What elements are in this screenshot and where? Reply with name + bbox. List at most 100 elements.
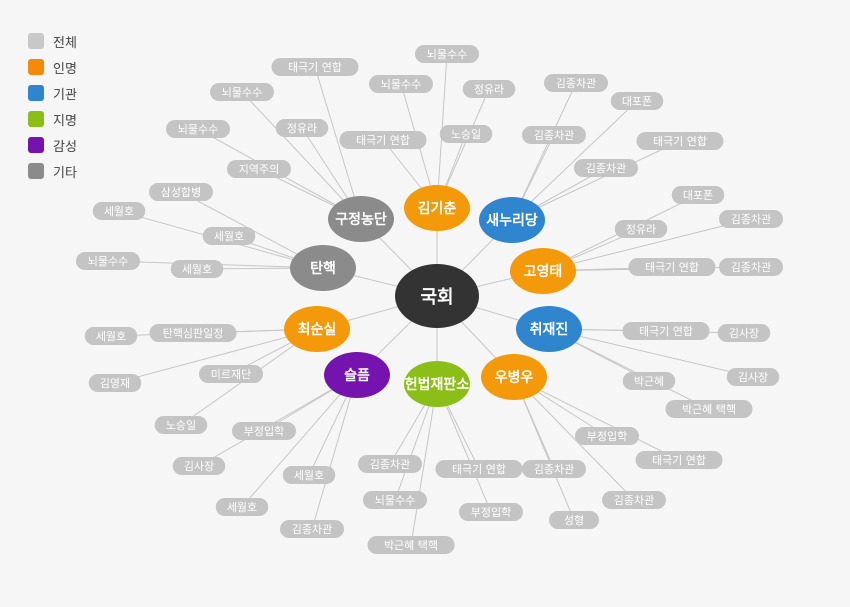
leaf-label: 태극기 연합 [288,61,342,74]
keyword-leaf-node[interactable]: 김종차관 [522,460,586,478]
keyword-leaf-node[interactable]: 세월호 [202,227,256,245]
keyword-leaf-node[interactable]: 태극기 연합 [339,131,427,149]
edge-gujeong-leaf-46 [241,91,362,220]
keyword-leaf-node[interactable]: 김사장 [717,324,771,342]
keyword-leaf-node[interactable]: 지역주의 [227,160,291,178]
leaf-label: 뇌물수수 [375,494,415,507]
root-node[interactable]: 국회 [395,264,479,328]
legend-item-other[interactable]: 기타 [28,158,77,184]
keyword-leaf-node[interactable]: 태극기 연합 [435,460,523,478]
keyword-leaf-node[interactable]: 부정입학 [459,503,523,521]
keyword-leaf-node[interactable]: 대포폰 [610,92,664,110]
hub-node-sadness[interactable]: 슬픔 [324,352,390,398]
keyword-leaf-node[interactable]: 김종차관 [602,491,666,509]
keyword-leaf-node[interactable]: 박근혜 [622,372,676,390]
leaf-pill-shape [76,252,140,270]
hub-label: 우병우 [495,369,534,386]
leaf-label: 정유라 [626,223,656,236]
legend-swatch-place [28,111,44,127]
leaf-pill-shape [149,324,237,342]
legend-item-organization[interactable]: 기관 [28,80,77,106]
hub-node-choisoonsil[interactable]: 최순실 [284,306,350,352]
keyword-leaf-node[interactable]: 세월호 [170,260,224,278]
leaf-label: 세월호 [227,501,257,514]
hub-node-woobyungwoo[interactable]: 우병우 [481,354,547,400]
leaf-label: 뇌물수수 [427,48,467,61]
keyword-leaf-node[interactable]: 뇌물수수 [166,120,230,138]
keyword-leaf-node[interactable]: 노승일 [439,125,493,143]
leaf-label: 대포폰 [622,95,652,108]
leaf-pill-shape [610,92,664,110]
legend-item-person[interactable]: 인명 [28,54,77,80]
keyword-leaf-node[interactable]: 태극기 연합 [635,451,723,469]
keyword-leaf-node[interactable]: 김사장 [172,457,226,475]
leaf-label: 김종차관 [370,458,410,471]
keyword-leaf-node[interactable]: 부정입학 [575,427,639,445]
hub-node-saenuri[interactable]: 새누리당 [479,197,545,243]
keyword-leaf-node[interactable]: 성형 [549,511,599,529]
keyword-leaf-node[interactable]: 탄핵심판일정 [149,324,237,342]
keyword-leaf-node[interactable]: 정유라 [462,80,516,98]
hub-node-chuijaejin[interactable]: 취재진 [516,306,582,352]
edge-woobyungwoo-leaf-23 [513,376,635,501]
leaf-label: 뇌물수수 [222,86,262,99]
keyword-leaf-node[interactable]: 김종차관 [719,210,783,228]
keyword-leaf-node[interactable]: 정유라 [614,220,668,238]
hub-circle [479,197,545,243]
keyword-leaf-node[interactable]: 삼성합병 [149,183,213,201]
keyword-leaf-node[interactable]: 세월호 [215,498,269,516]
keyword-leaf-node[interactable]: 김사장 [726,368,780,386]
legend-item-all[interactable]: 전체 [28,28,77,54]
keyword-leaf-node[interactable]: 대포폰 [671,186,725,204]
legend-item-sentiment[interactable]: 감성 [28,132,77,158]
keyword-leaf-node[interactable]: 부정입학 [232,422,296,440]
legend-item-place[interactable]: 지명 [28,106,77,132]
edge-woobyungwoo-leaf-24 [513,376,575,521]
hub-node-impeach[interactable]: 탄핵 [290,245,356,291]
leaf-pill-shape [339,131,427,149]
legend-label-place: 지명 [53,113,77,129]
keyword-leaf-node[interactable]: 세월호 [84,327,138,345]
hub-circle [510,248,576,294]
leaf-label: 지역주의 [239,163,279,176]
keyword-leaf-node[interactable]: 태극기 연합 [636,132,724,150]
hub-circle [290,245,356,291]
leaf-pill-shape [522,460,586,478]
keyword-leaf-node[interactable]: 김종차관 [719,258,783,276]
keyword-leaf-node[interactable]: 김종차관 [544,74,608,92]
keyword-leaf-node[interactable]: 노승일 [154,416,208,434]
keyword-leaf-node[interactable]: 김종차관 [280,520,344,538]
keyword-leaf-node[interactable]: 김종차관 [574,159,638,177]
legend-label-other: 기타 [53,165,77,181]
keyword-leaf-node[interactable]: 박근혜 택핵 [367,536,455,554]
hub-node-gujeong[interactable]: 구정농단 [328,196,394,242]
leaf-label: 부정입학 [587,430,627,443]
keyword-leaf-node[interactable]: 태극기 연합 [271,58,359,76]
keyword-leaf-node[interactable]: 뇌물수수 [369,75,433,93]
keyword-leaf-node[interactable]: 뇌물수수 [415,45,479,63]
hub-node-kimgichun[interactable]: 김기춘 [404,185,470,231]
keyword-leaf-node[interactable]: 태극기 연합 [622,322,710,340]
legend-label-sentiment: 감성 [53,139,77,155]
keyword-leaf-node[interactable]: 미르재단 [199,365,263,383]
keyword-leaf-node[interactable]: 박근혜 택핵 [665,400,753,418]
keyword-leaf-node[interactable]: 뇌물수수 [210,83,274,101]
hub-node-constcourt[interactable]: 헌법재판소 [404,361,470,407]
legend-swatch-organization [28,85,44,101]
leaf-label: 부정입학 [471,506,511,519]
keyword-leaf-node[interactable]: 세월호 [92,202,146,220]
keyword-leaf-node[interactable]: 정유라 [275,119,329,137]
keyword-leaf-node[interactable]: 김종차관 [358,455,422,473]
edge-saenuri-leaf-8 [511,140,681,221]
hub-circle [324,352,390,398]
hub-circle [284,306,350,352]
leaf-label: 노승일 [166,418,196,432]
keyword-leaf-node[interactable]: 김종차관 [522,126,586,144]
keyword-leaf-node[interactable]: 뇌물수수 [76,252,140,270]
keyword-leaf-node[interactable]: 세월호 [282,466,336,484]
leaf-label: 뇌물수수 [178,123,218,136]
keyword-leaf-node[interactable]: 뇌물수수 [363,491,427,509]
keyword-leaf-node[interactable]: 태극기 연합 [628,258,716,276]
hub-node-goyoungtae[interactable]: 고영태 [510,248,576,294]
keyword-leaf-node[interactable]: 김영재 [88,374,142,392]
